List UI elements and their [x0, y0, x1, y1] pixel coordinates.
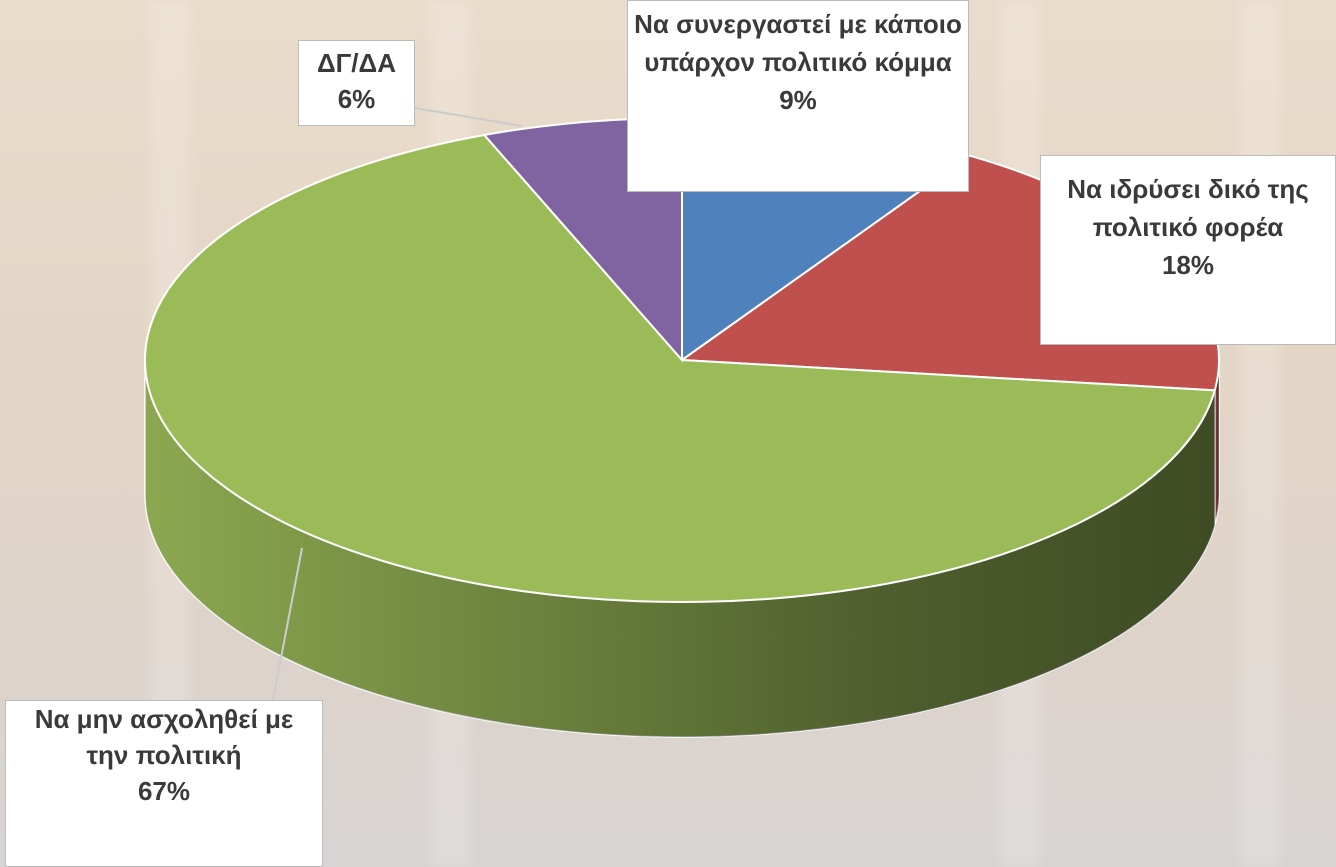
- slice-side-shade: [145, 360, 1215, 738]
- data-label: ΔΓ/ΔΑ 6%: [298, 40, 415, 126]
- data-label: Να μην ασχοληθεί με την πολιτική 67%: [5, 700, 323, 867]
- data-label: Να ιδρύσει δικό της πολιτικό φορέα 18%: [1040, 155, 1336, 345]
- background-column: [1240, 0, 1280, 867]
- slice-side-shade: [1214, 360, 1219, 526]
- label-value: 67%: [137, 776, 191, 806]
- slice: [144, 133, 1217, 603]
- label-value: 6%: [337, 84, 376, 114]
- label-name: ΔΓ/ΔΑ: [316, 48, 396, 78]
- leader-line: [414, 107, 523, 127]
- label-value: 9%: [779, 85, 817, 115]
- label-name: Να μην ασχοληθεί με την πολιτική: [34, 704, 294, 770]
- data-label: Να συνεργαστεί με κάποιο υπάρχον πολιτικ…: [627, 0, 969, 192]
- label-value: 18%: [1161, 250, 1215, 280]
- label-name: Να ιδρύσει δικό της πολιτικό φορέα: [1067, 174, 1309, 242]
- leader-line: [271, 547, 303, 706]
- label-name: Να συνεργαστεί με κάποιο υπάρχον πολιτικ…: [634, 9, 962, 77]
